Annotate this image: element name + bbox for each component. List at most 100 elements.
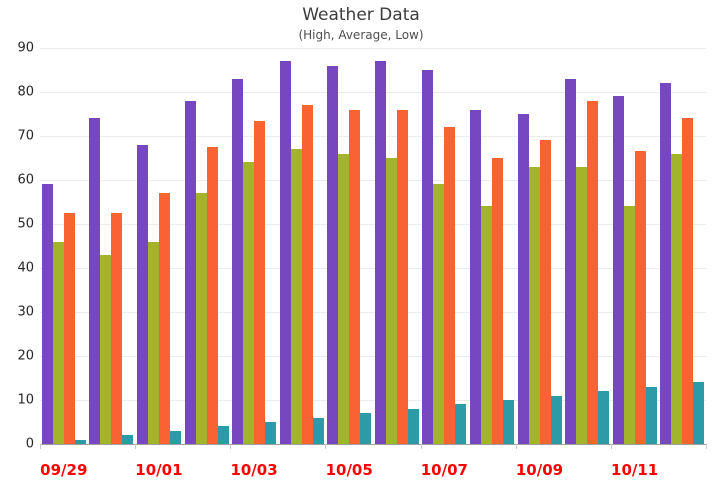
bar-green: [576, 166, 588, 444]
gridline: [40, 356, 706, 357]
bar-group: [611, 48, 659, 444]
gridline: [40, 224, 706, 225]
bar-teal: [169, 430, 181, 444]
gridline: [40, 92, 706, 93]
bar-teal: [693, 382, 705, 444]
bar-green: [243, 162, 255, 444]
bar-teal: [217, 426, 229, 444]
gridline: [40, 312, 706, 313]
bar-groups: [40, 48, 706, 444]
bar-purple: [517, 114, 529, 444]
gridline: [40, 268, 706, 269]
bar-purple: [612, 96, 624, 444]
bar-teal: [74, 439, 86, 444]
bar-orange: [301, 105, 313, 444]
x-axis-tick: [420, 444, 422, 449]
bar-group: [88, 48, 136, 444]
bar-orange: [491, 158, 503, 444]
x-axis-tick: [135, 444, 137, 449]
x-axis-date-label: 10/01: [135, 461, 183, 479]
x-axis-tick: [706, 444, 707, 449]
bar-green: [147, 241, 159, 444]
x-axis-date-label: 10/05: [325, 461, 373, 479]
y-axis-tick-label: 40: [17, 260, 34, 276]
x-axis-tick: [610, 444, 612, 449]
gridline: [40, 136, 706, 137]
bar-group: [468, 48, 516, 444]
bar-orange: [539, 140, 551, 444]
bar-purple: [232, 78, 244, 444]
x-axis-date-label: 09/29: [40, 461, 88, 479]
bar-green: [195, 193, 207, 444]
x-axis-tick: [325, 444, 327, 449]
bar-group: [278, 48, 326, 444]
x-axis-line: [40, 444, 706, 445]
y-axis-tick-label: 70: [17, 128, 34, 144]
bar-orange: [444, 127, 456, 444]
x-axis-date-label: 10/09: [515, 461, 564, 479]
bar-group: [325, 48, 373, 444]
bar-teal: [265, 422, 277, 444]
chart-subtitle: (High, Average, Low): [298, 28, 424, 42]
bar-purple: [327, 65, 339, 444]
x-axis-date-label: 10/11: [611, 461, 659, 479]
x-axis-tick: [40, 444, 41, 449]
bar-orange: [682, 118, 694, 444]
bar-group: [421, 48, 469, 444]
bar-group: [563, 48, 611, 444]
bar-green: [528, 166, 540, 444]
bar-teal: [502, 400, 514, 444]
bar-purple: [41, 184, 53, 444]
gridline: [40, 180, 706, 181]
bar-purple: [279, 61, 291, 444]
gridline: [40, 400, 706, 401]
bar-teal: [455, 404, 467, 444]
bar-purple: [374, 61, 386, 444]
bar-orange: [63, 213, 75, 444]
bar-teal: [407, 408, 419, 444]
y-axis-tick-label: 10: [17, 392, 34, 408]
x-axis-date-label: 10/03: [230, 461, 278, 479]
bar-purple: [422, 70, 434, 444]
bar-teal: [312, 417, 324, 444]
bar-orange: [349, 109, 361, 444]
bar-group: [183, 48, 231, 444]
bar-green: [100, 254, 112, 444]
x-axis-tick: [230, 444, 232, 449]
x-axis-tick: [515, 444, 517, 449]
bar-teal: [550, 395, 562, 444]
bar-purple: [660, 83, 672, 444]
bar-group: [230, 48, 278, 444]
bar-teal: [122, 435, 134, 444]
x-axis-date-label: 10/07: [420, 461, 468, 479]
gridline: [40, 48, 706, 49]
y-axis-tick-label: 80: [17, 84, 34, 100]
bar-purple: [469, 109, 481, 444]
y-axis-tick-label: 90: [17, 40, 34, 56]
bar-green: [623, 206, 635, 444]
bar-green: [52, 241, 64, 444]
bar-teal: [645, 386, 657, 444]
bar-orange: [254, 120, 266, 444]
bar-group: [516, 48, 564, 444]
plot-area: [40, 48, 706, 445]
bar-purple: [184, 100, 196, 444]
bar-group: [659, 48, 707, 444]
y-axis-tick-label: 0: [25, 436, 34, 452]
bar-green: [290, 149, 302, 444]
chart-title: Weather Data: [302, 5, 420, 25]
bar-purple: [565, 78, 577, 444]
y-axis-tick-label: 60: [17, 172, 34, 188]
bar-orange: [587, 100, 599, 444]
bar-orange: [206, 147, 218, 444]
bar-orange: [396, 109, 408, 444]
bar-teal: [360, 413, 372, 444]
y-axis-tick-label: 20: [17, 348, 34, 364]
bar-purple: [136, 144, 148, 444]
bar-green: [385, 158, 397, 444]
bar-teal: [598, 391, 610, 444]
bar-orange: [111, 213, 123, 444]
bar-green: [338, 153, 350, 444]
y-axis-tick-label: 50: [17, 216, 34, 232]
